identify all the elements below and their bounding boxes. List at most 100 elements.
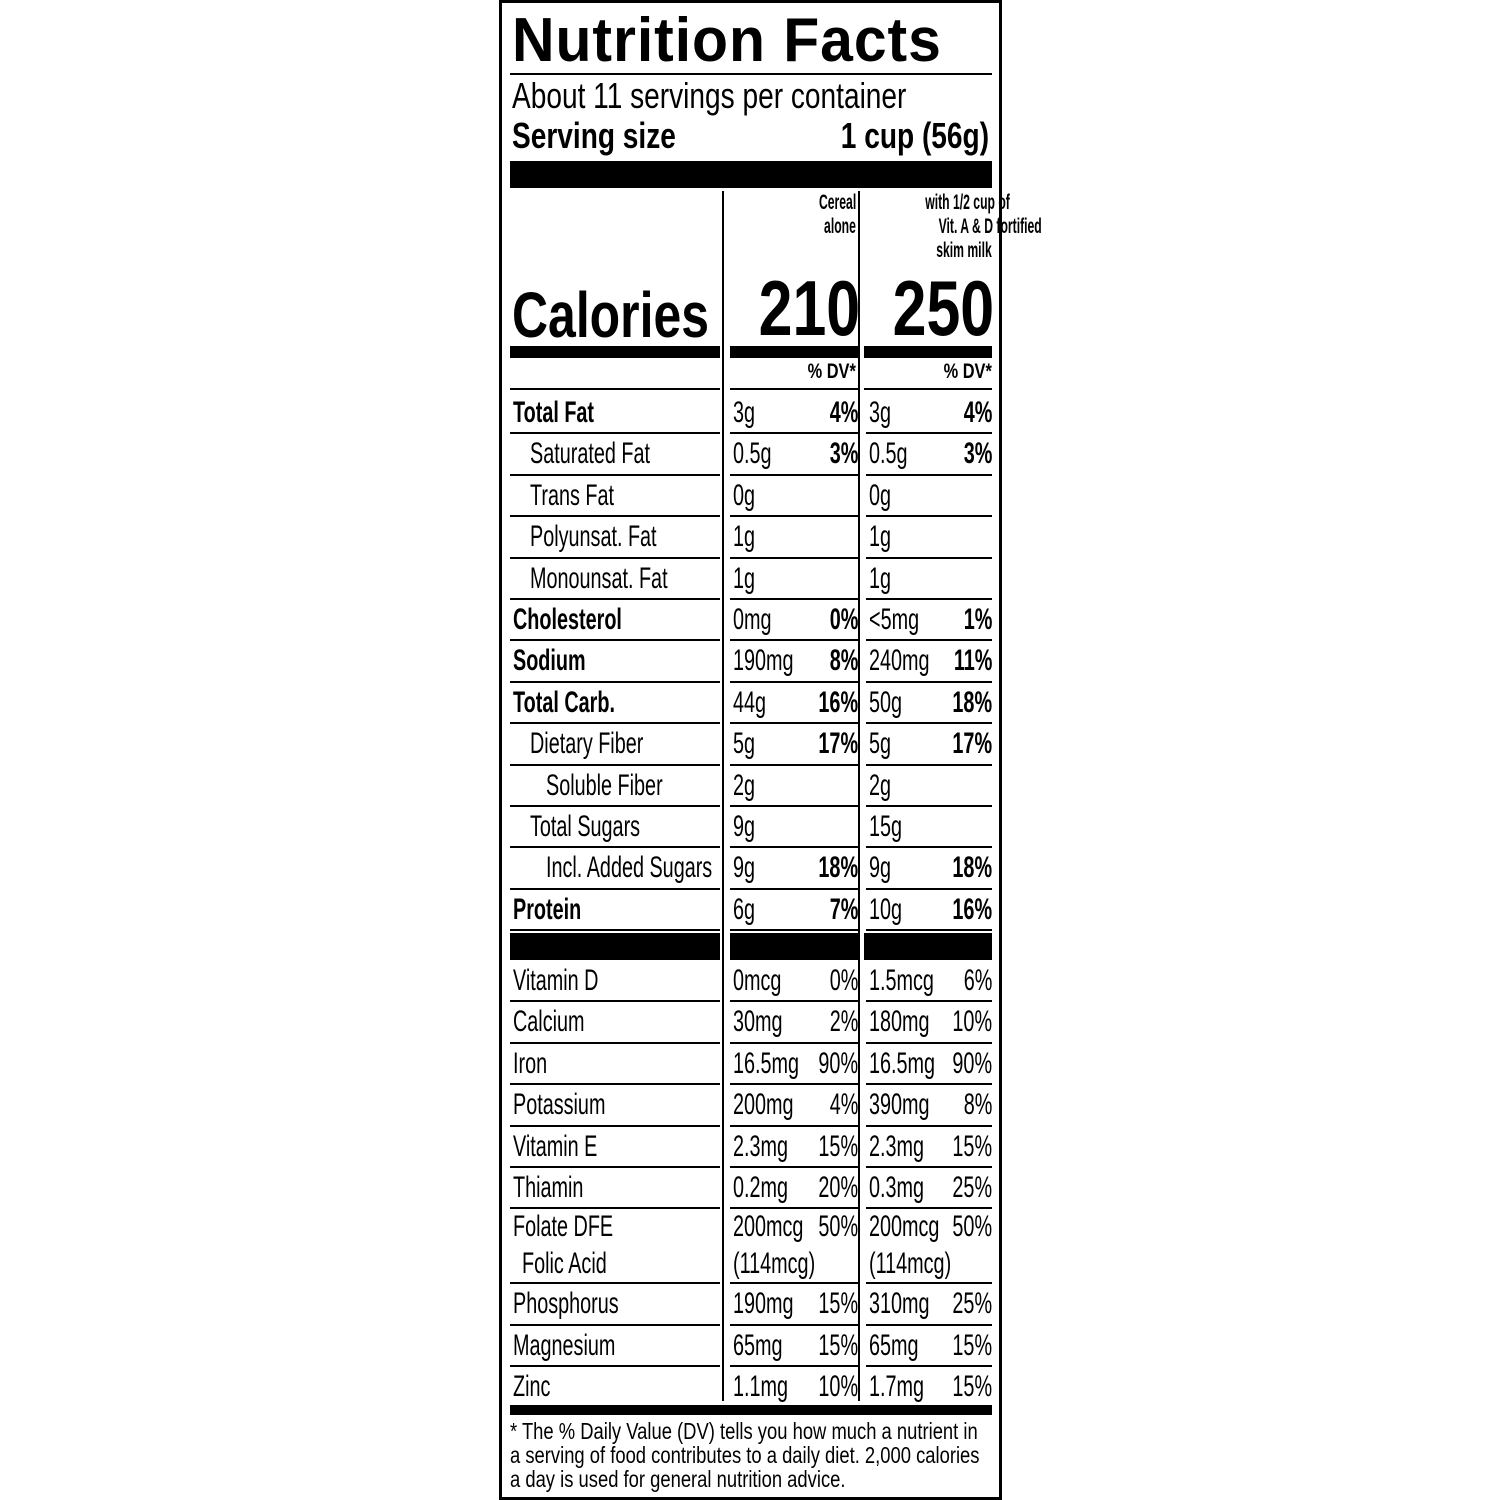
nutrient-name: Dietary Fiber: [530, 727, 644, 761]
dv-col1: 90%: [818, 1046, 858, 1080]
nutrient-name: Total Sugars: [530, 810, 641, 843]
col1-header: Cereal alone: [730, 191, 856, 239]
nutrient-row: Dietary Fiber 5g 17% 5g 17%: [510, 724, 992, 766]
vitamin-row: Potassium 200mg 4% 390mg 8%: [510, 1085, 992, 1127]
dv-col2: 16%: [952, 892, 992, 926]
dv-col2: 10%: [952, 1005, 992, 1039]
amount-col1: 65mg: [733, 1328, 783, 1362]
amount-col2: 180mg: [869, 1005, 930, 1039]
amount-col1: 16.5mg: [733, 1046, 800, 1080]
amount-col1: 30mg: [733, 1005, 783, 1039]
dv-col2: 8%: [963, 1088, 992, 1122]
vitamin-row: Thiamin 0.2mg 20% 0.3mg 25%: [510, 1168, 992, 1210]
thick-divider: [864, 933, 992, 960]
nutrient-row: Total Sugars 9g 15g: [510, 807, 992, 849]
amount-col2: 310mg: [869, 1287, 930, 1321]
amount-col2: 0g: [869, 478, 892, 512]
dv-col1: 50%: [818, 1210, 858, 1244]
amount-col2: 0.5g: [869, 437, 908, 471]
amount-col2: 15g: [869, 810, 903, 843]
amount-col2: 1g: [869, 520, 892, 554]
col2-header-line: with 1/2 cup of: [925, 191, 1010, 214]
amount-col1: 9g: [733, 810, 756, 843]
nutrient-name: Vitamin E: [513, 1129, 598, 1163]
amount-col2: 3g: [869, 396, 892, 429]
footnote: * The % Daily Value (DV) tells you how m…: [510, 1418, 980, 1492]
amount-col2: 200mcg: [869, 1210, 940, 1244]
divider: [730, 388, 858, 390]
dv-col2: 11%: [953, 644, 992, 678]
nutrient-row: Sodium 190mg 8% 240mg 11%: [510, 641, 992, 683]
dv-col2: 18%: [952, 851, 992, 885]
amount-col2: 390mg: [869, 1088, 930, 1122]
column-divider: [858, 191, 860, 1401]
dv-col1: 15%: [818, 1129, 858, 1163]
divider: [510, 73, 992, 75]
dv-col1: 15%: [818, 1328, 858, 1362]
dv-col1: 0%: [829, 964, 858, 997]
nutrient-name: Soluble Fiber: [546, 768, 663, 802]
thick-divider: [510, 346, 720, 358]
nutrient-name: Phosphorus: [513, 1287, 619, 1321]
dv-col2: 18%: [952, 685, 992, 719]
col1-header-line: Cereal: [818, 191, 856, 214]
amount-col2: 16.5mg: [869, 1046, 936, 1080]
amount-col1-sub: (114mcg): [733, 1247, 816, 1281]
dv-col1: 18%: [818, 851, 858, 885]
amount-col2-sub: (114mcg): [869, 1247, 952, 1281]
nutrient-name: Saturated Fat: [530, 437, 650, 471]
dv-col1: 7%: [829, 892, 858, 926]
thick-divider: [864, 346, 992, 358]
dv-col1: 4%: [829, 396, 858, 429]
amount-col1: 9g: [733, 851, 756, 885]
dv-col1: 17%: [818, 727, 858, 761]
amount-col2: 240mg: [869, 644, 930, 678]
dv-col2: 15%: [952, 1328, 992, 1362]
dv-col1: 0%: [829, 603, 858, 636]
nutrient-name: Zinc: [513, 1370, 551, 1404]
col2-header-line: skim milk: [936, 239, 992, 262]
dv-col1: 16%: [818, 685, 858, 719]
serving-size-value: 1 cup (56g): [840, 115, 989, 156]
servings-per-container: About 11 servings per container: [512, 75, 907, 116]
dv-col2: 15%: [952, 1370, 992, 1404]
vitamin-row: Vitamin E 2.3mg 15% 2.3mg 15%: [510, 1127, 992, 1168]
amount-col1: 190mg: [733, 644, 794, 678]
dv-col1: 3%: [829, 437, 858, 471]
amount-col1: 44g: [733, 685, 767, 719]
amount-col1: 0.5g: [733, 437, 772, 471]
amount-col1: 2g: [733, 768, 756, 802]
dv-col2: 6%: [963, 964, 992, 997]
dv-header-col2: % DV*: [943, 360, 992, 383]
nutrient-name: Trans Fat: [530, 478, 614, 512]
vitamin-row: Phosphorus 190mg 15% 310mg 25%: [510, 1284, 992, 1326]
amount-col2: 65mg: [869, 1328, 919, 1362]
dv-col2: 4%: [963, 396, 992, 429]
vitamin-row: Zinc 1.1mg 10% 1.7mg 15%: [510, 1367, 992, 1409]
amount-col1: 0g: [733, 478, 756, 512]
amount-col2: 0.3mg: [869, 1171, 925, 1204]
nutrient-name: Protein: [513, 892, 582, 926]
dv-col1: 8%: [829, 644, 858, 678]
dv-col1: 10%: [818, 1370, 858, 1404]
col2-header: with 1/2 cup of Vit. A & D fortified ski…: [864, 191, 1041, 263]
amount-col2: 5g: [869, 727, 892, 761]
dv-col1: 20%: [818, 1171, 858, 1204]
amount-col1: 3g: [733, 396, 756, 429]
nutrient-row: Trans Fat 0g 0g: [510, 476, 992, 518]
divider: [864, 388, 992, 390]
amount-col1: 1g: [733, 520, 756, 554]
amount-col2: 2g: [869, 768, 892, 802]
serving-size-label: Serving size: [512, 115, 676, 156]
nutrient-name: Polyunsat. Fat: [530, 520, 657, 554]
nutrient-row: Monounsat. Fat 1g 1g: [510, 559, 992, 600]
nutrient-name: Vitamin D: [513, 964, 599, 997]
dv-col2: 17%: [952, 727, 992, 761]
amount-col1: 5g: [733, 727, 756, 761]
vitamin-row: Folate DFE Folic Acid 200mcg 50% (114mcg) 200…: [510, 1209, 992, 1285]
thick-divider: [510, 1405, 992, 1415]
nutrient-row: Soluble Fiber 2g 2g: [510, 766, 992, 807]
nutrition-facts-label: Nutrition Facts About 11 servings per co…: [499, 0, 1042, 1500]
nutrient-name: Incl. Added Sugars: [546, 851, 713, 885]
amount-col1: 190mg: [733, 1287, 794, 1321]
